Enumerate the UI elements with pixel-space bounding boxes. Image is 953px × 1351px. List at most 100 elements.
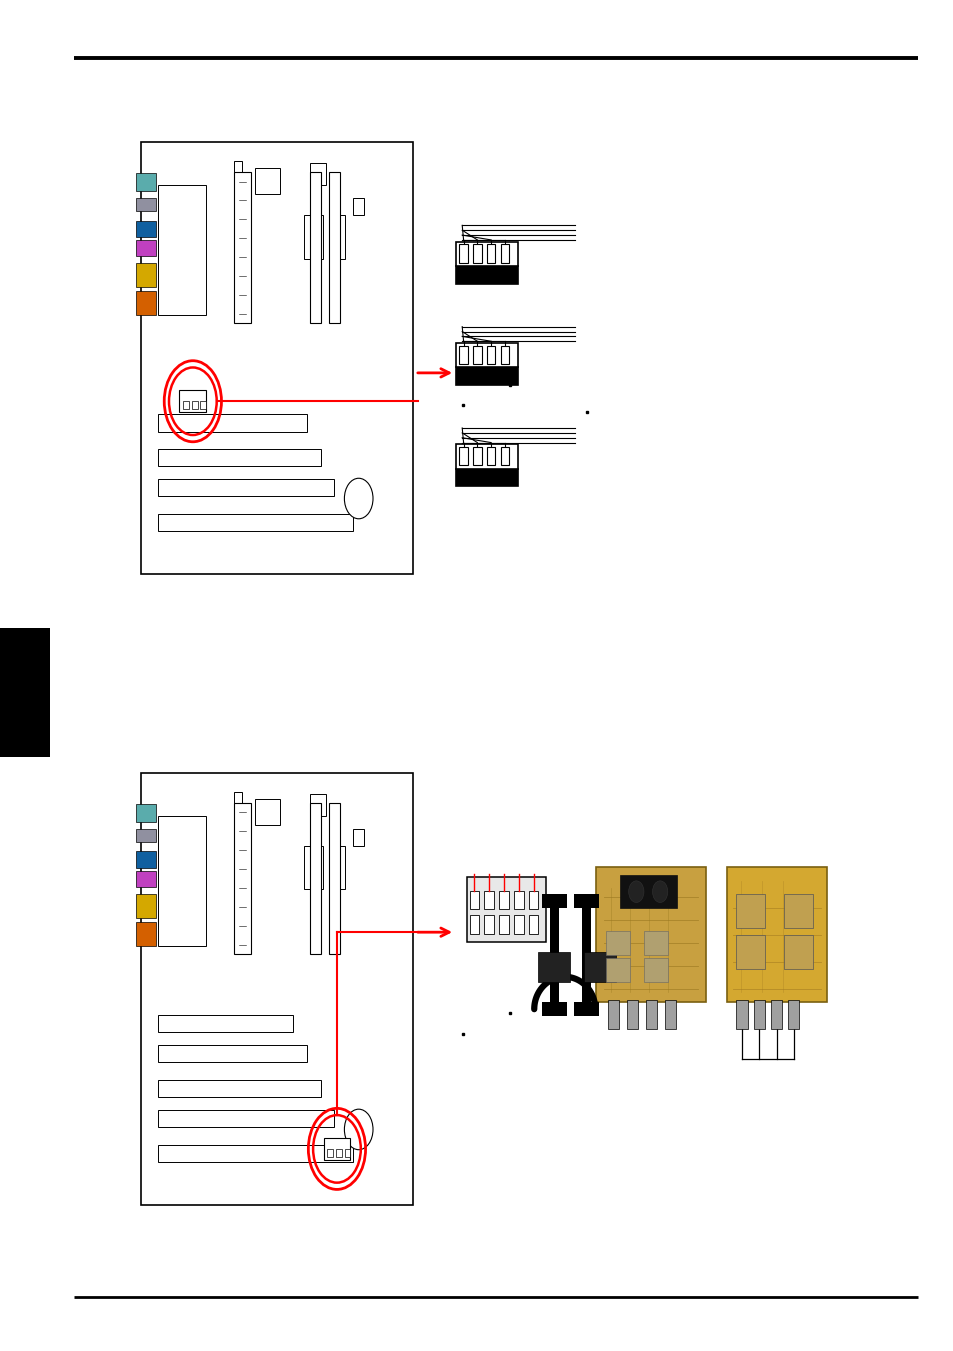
Bar: [514, 916, 523, 934]
Bar: [353, 830, 364, 846]
Bar: [456, 242, 517, 266]
Bar: [331, 846, 345, 889]
Bar: [157, 1144, 353, 1162]
Bar: [456, 266, 517, 284]
Circle shape: [652, 881, 667, 902]
Bar: [736, 935, 764, 969]
Bar: [200, 401, 206, 409]
Bar: [619, 875, 677, 908]
Bar: [469, 890, 478, 909]
Bar: [473, 447, 481, 465]
Circle shape: [344, 1109, 373, 1150]
Bar: [157, 415, 307, 431]
Bar: [456, 444, 517, 469]
Bar: [157, 449, 320, 466]
Bar: [605, 958, 629, 982]
Bar: [141, 142, 413, 574]
Bar: [136, 220, 155, 236]
Bar: [157, 480, 334, 496]
Bar: [486, 447, 495, 465]
Bar: [310, 163, 326, 185]
Bar: [157, 513, 353, 531]
Bar: [304, 846, 323, 889]
Bar: [541, 894, 566, 908]
Bar: [304, 215, 323, 258]
Bar: [183, 401, 189, 409]
Bar: [179, 390, 206, 412]
Bar: [136, 851, 155, 867]
Bar: [136, 240, 155, 257]
Bar: [192, 401, 197, 409]
Bar: [136, 830, 155, 842]
Bar: [500, 447, 509, 465]
Bar: [323, 1138, 350, 1159]
Bar: [770, 1000, 781, 1029]
Bar: [329, 172, 339, 323]
Bar: [486, 245, 495, 262]
Bar: [157, 1015, 294, 1032]
Bar: [331, 215, 345, 258]
Bar: [484, 890, 494, 909]
Bar: [664, 1000, 676, 1029]
Bar: [141, 773, 413, 1205]
Bar: [233, 172, 251, 323]
Bar: [136, 871, 155, 888]
Bar: [456, 469, 517, 486]
Bar: [574, 894, 598, 908]
Bar: [605, 931, 629, 955]
Bar: [310, 794, 326, 816]
Bar: [726, 867, 826, 1002]
Bar: [500, 346, 509, 363]
Bar: [255, 168, 279, 193]
Bar: [736, 1000, 747, 1029]
Bar: [335, 1148, 341, 1156]
Bar: [157, 816, 206, 946]
Bar: [541, 1002, 566, 1016]
Bar: [456, 343, 517, 367]
Bar: [643, 958, 667, 982]
Bar: [255, 798, 279, 824]
Bar: [329, 802, 339, 954]
Bar: [233, 792, 241, 802]
Bar: [233, 802, 251, 954]
Bar: [467, 877, 545, 942]
Bar: [0, 628, 50, 757]
Bar: [783, 894, 812, 928]
Bar: [549, 894, 558, 1016]
Bar: [537, 952, 570, 982]
Bar: [500, 245, 509, 262]
Bar: [473, 346, 481, 363]
Bar: [643, 931, 667, 955]
Bar: [574, 1002, 598, 1016]
Bar: [514, 890, 523, 909]
Bar: [157, 1046, 307, 1062]
Bar: [136, 173, 155, 190]
Bar: [327, 1148, 333, 1156]
Bar: [645, 1000, 657, 1029]
Bar: [459, 245, 467, 262]
Bar: [484, 916, 494, 934]
Bar: [136, 804, 155, 821]
Circle shape: [344, 478, 373, 519]
Bar: [136, 290, 155, 315]
Bar: [607, 1000, 618, 1029]
Bar: [583, 952, 616, 982]
Bar: [498, 890, 508, 909]
Bar: [626, 1000, 638, 1029]
Bar: [736, 894, 764, 928]
Bar: [581, 894, 591, 1016]
Bar: [157, 1079, 320, 1097]
Circle shape: [628, 881, 643, 902]
Bar: [783, 935, 812, 969]
Bar: [498, 916, 508, 934]
Bar: [753, 1000, 764, 1029]
Bar: [136, 921, 155, 946]
Bar: [596, 867, 705, 1002]
Bar: [456, 367, 517, 385]
Bar: [310, 802, 320, 954]
Bar: [787, 1000, 799, 1029]
Bar: [353, 199, 364, 215]
Bar: [473, 245, 481, 262]
Bar: [344, 1148, 350, 1156]
Bar: [528, 916, 537, 934]
